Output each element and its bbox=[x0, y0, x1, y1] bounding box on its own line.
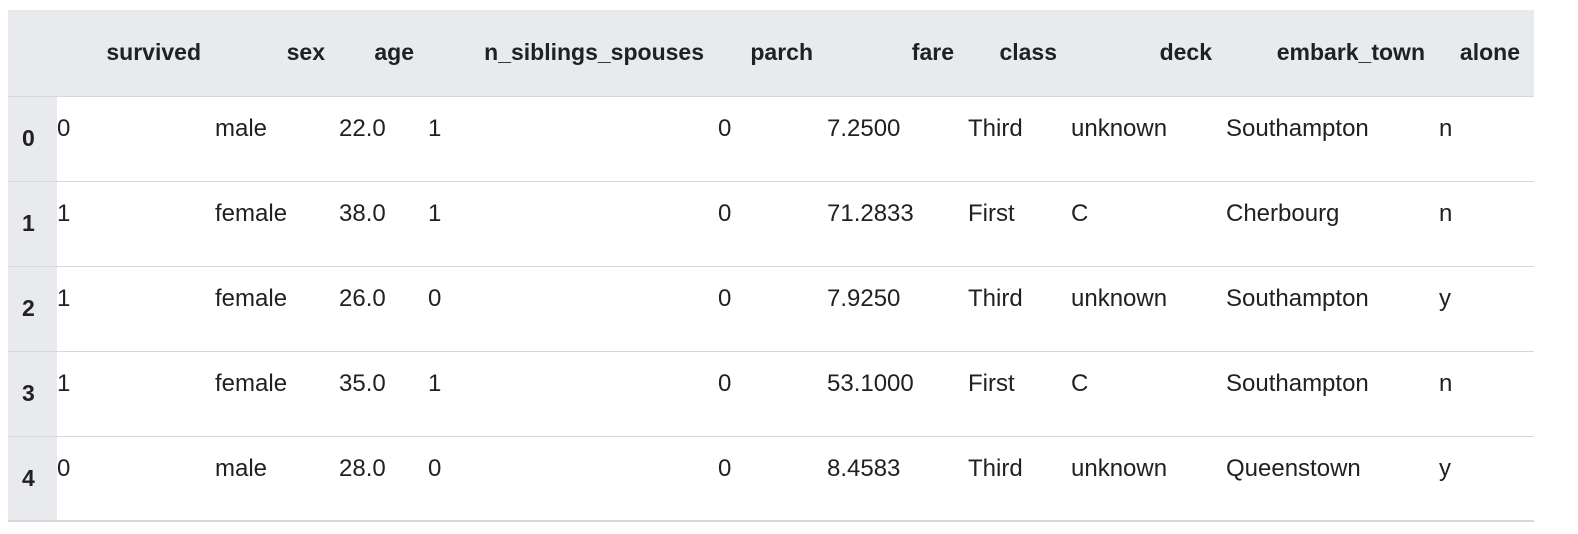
row-index: 1 bbox=[8, 181, 57, 266]
cell-deck: unknown bbox=[1071, 454, 1168, 482]
cell-n-siblings-spouses: 0 bbox=[428, 284, 442, 312]
column-header-class[interactable]: class bbox=[999, 39, 1057, 66]
cell-parch: 0 bbox=[718, 199, 732, 227]
column-header-parch[interactable]: parch bbox=[750, 39, 813, 66]
cell-fare: 53.1000 bbox=[827, 369, 914, 397]
cell-n-siblings-spouses: 0 bbox=[428, 454, 442, 482]
cell-sex: male bbox=[215, 454, 268, 482]
cell-parch: 0 bbox=[718, 284, 732, 312]
table-row: 1 1 female 38.0 1 0 71.2833 First C Cherbourg n bbox=[8, 181, 1534, 266]
dataframe-table-container: survived sex age n_siblings_spouses parc… bbox=[8, 10, 1534, 522]
cell-survived: 1 bbox=[57, 199, 71, 227]
cell-fare: 7.9250 bbox=[827, 284, 901, 312]
cell-n-siblings-spouses: 1 bbox=[428, 369, 442, 397]
cell-parch: 0 bbox=[718, 114, 732, 142]
cell-alone: n bbox=[1439, 114, 1453, 142]
column-header-sex[interactable]: sex bbox=[286, 39, 325, 66]
cell-sex: female bbox=[215, 369, 288, 397]
cell-n-siblings-spouses: 1 bbox=[428, 114, 442, 142]
cell-survived: 1 bbox=[57, 284, 71, 312]
cell-age: 28.0 bbox=[339, 454, 386, 482]
cell-survived: 0 bbox=[57, 114, 71, 142]
dataframe-table: survived sex age n_siblings_spouses parc… bbox=[8, 10, 1534, 522]
cell-age: 22.0 bbox=[339, 114, 386, 142]
cell-fare: 71.2833 bbox=[827, 199, 914, 227]
cell-class: First bbox=[968, 199, 1015, 227]
cell-sex: female bbox=[215, 199, 288, 227]
cell-sex: female bbox=[215, 284, 288, 312]
table-body: 0 0 male 22.0 1 0 7.2500 Third unknown Southampto… bbox=[8, 96, 1534, 521]
table-row: 0 0 male 22.0 1 0 7.2500 Third unknown Southampto… bbox=[8, 96, 1534, 181]
column-header-survived[interactable]: survived bbox=[106, 39, 201, 66]
cell-survived: 1 bbox=[57, 369, 71, 397]
cell-deck: C bbox=[1071, 199, 1089, 227]
cell-n-siblings-spouses: 1 bbox=[428, 199, 442, 227]
cell-sex: male bbox=[215, 114, 268, 142]
cell-deck: unknown bbox=[1071, 114, 1168, 142]
table-row: 4 0 male 28.0 0 0 8.4583 Third unknown Queenstown… bbox=[8, 436, 1534, 521]
cell-class: Third bbox=[968, 454, 1023, 482]
table-header: survived sex age n_siblings_spouses parc… bbox=[8, 10, 1534, 96]
header-row: survived sex age n_siblings_spouses parc… bbox=[8, 10, 1534, 96]
cell-class: Third bbox=[968, 114, 1023, 142]
cell-alone: y bbox=[1439, 454, 1451, 482]
column-header-age[interactable]: age bbox=[374, 39, 414, 66]
table-row: 2 1 female 26.0 0 0 7.9250 Third unknown Southamp… bbox=[8, 266, 1534, 351]
cell-alone: y bbox=[1439, 284, 1451, 312]
column-header-n-siblings-spouses[interactable]: n_siblings_spouses bbox=[484, 39, 704, 66]
column-header-fare[interactable]: fare bbox=[911, 39, 954, 66]
row-index: 3 bbox=[8, 351, 57, 436]
cell-alone: n bbox=[1439, 369, 1453, 397]
row-index: 2 bbox=[8, 266, 57, 351]
cell-survived: 0 bbox=[57, 454, 71, 482]
cell-deck: C bbox=[1071, 369, 1089, 397]
column-header-embark-town[interactable]: embark_town bbox=[1276, 39, 1425, 66]
cell-deck: unknown bbox=[1071, 284, 1168, 312]
cell-age: 35.0 bbox=[339, 369, 386, 397]
cell-parch: 0 bbox=[718, 454, 732, 482]
cell-embark-town: Cherbourg bbox=[1226, 199, 1340, 227]
cell-age: 26.0 bbox=[339, 284, 386, 312]
cell-class: First bbox=[968, 369, 1015, 397]
table-row: 3 1 female 35.0 1 0 53.1000 First C Southampton n bbox=[8, 351, 1534, 436]
row-index: 0 bbox=[8, 96, 57, 181]
cell-fare: 7.2500 bbox=[827, 114, 901, 142]
cell-embark-town: Southampton bbox=[1226, 284, 1369, 312]
cell-age: 38.0 bbox=[339, 199, 386, 227]
column-header-alone[interactable]: alone bbox=[1459, 39, 1520, 66]
row-index: 4 bbox=[8, 436, 57, 521]
cell-embark-town: Southampton bbox=[1226, 369, 1369, 397]
cell-embark-town: Queenstown bbox=[1226, 454, 1361, 482]
cell-class: Third bbox=[968, 284, 1023, 312]
cell-embark-town: Southampton bbox=[1226, 114, 1369, 142]
cell-fare: 8.4583 bbox=[827, 454, 901, 482]
index-column-header bbox=[8, 10, 57, 96]
cell-alone: n bbox=[1439, 199, 1453, 227]
cell-parch: 0 bbox=[718, 369, 732, 397]
column-header-deck[interactable]: deck bbox=[1159, 39, 1212, 66]
